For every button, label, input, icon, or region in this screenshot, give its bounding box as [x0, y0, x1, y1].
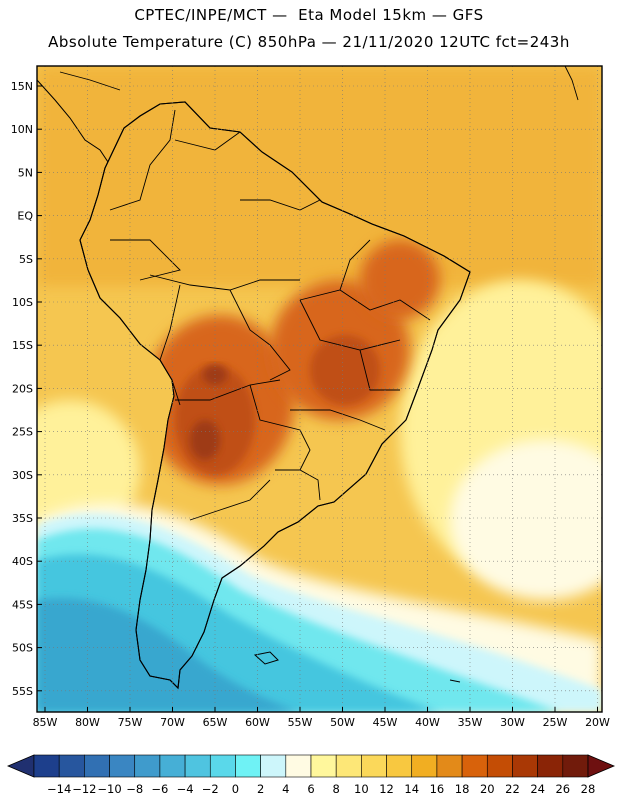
colorbar-label: −2: [202, 782, 219, 796]
lon-tick-label: 45W: [373, 716, 398, 729]
colorbar-label: 0: [232, 782, 239, 796]
lon-tick-label: 75W: [118, 716, 143, 729]
colorbar-label: −12: [72, 782, 96, 796]
colorbar-label: 6: [307, 782, 314, 796]
lat-tick-label: 35S: [12, 512, 33, 525]
lon-tick-label: 65W: [203, 716, 228, 729]
island-outline: [564, 65, 579, 101]
lon-tick-label: 50W: [330, 716, 355, 729]
colorbar-swatch: [386, 754, 413, 778]
colorbar-over-arrow: [587, 754, 616, 778]
lat-tick-label: 15S: [12, 339, 33, 352]
lat-tick-label: 5N: [18, 166, 33, 179]
caribbean-coastline: [59, 71, 121, 91]
lat-tick-label: 45S: [12, 598, 33, 611]
lon-tick-label: 35W: [458, 716, 483, 729]
colorbar-swatch: [58, 754, 85, 778]
lon-tick-label: 55W: [288, 716, 313, 729]
lat-tick-label: 20S: [12, 382, 33, 395]
lon-tick-label: 70W: [160, 716, 185, 729]
lon-tick-label: 30W: [500, 716, 525, 729]
lat-tick-label: EQ: [17, 210, 33, 223]
lat-tick-label: 30S: [12, 469, 33, 482]
colorbar-label: 26: [555, 782, 570, 796]
colorbar-swatch: [84, 754, 110, 778]
lon-tick-label: 60W: [245, 716, 270, 729]
colorbar-swatch: [486, 754, 513, 778]
map-title-line1: CPTEC/INPE/MCT — Eta Model 15km — GFS: [134, 6, 484, 24]
lon-tick-label: 80W: [75, 716, 100, 729]
colorbar-swatch: [335, 754, 362, 778]
lat-tick-label: 50S: [12, 642, 33, 655]
colorbar-label: −14: [47, 782, 71, 796]
colorbar-label: 14: [404, 782, 419, 796]
colorbar-label: 10: [354, 782, 369, 796]
south-georgia: [449, 679, 461, 683]
lat-tick-label: 25S: [12, 426, 33, 439]
colorbar-swatch: [209, 754, 236, 778]
colorbar-label: −8: [126, 782, 143, 796]
colorbar-swatch: [436, 754, 463, 778]
colorbar-label: 24: [530, 782, 545, 796]
colorbar-swatch: [184, 754, 211, 778]
lat-tick-label: 55S: [12, 685, 33, 698]
lat-tick-label: 10S: [12, 296, 33, 309]
lon-tick-label: 25W: [543, 716, 568, 729]
colorbar-label: 18: [455, 782, 470, 796]
colorbar-swatch: [411, 754, 438, 778]
colorbar-label: 8: [333, 782, 340, 796]
lon-tick-label: 85W: [33, 716, 58, 729]
colorbar-swatch: [310, 754, 337, 778]
colorbar: −14 −12 −10 −8 −6 −4 −2 0 2 4 6 8 10 12 14 16 18 20 22 24 26…: [6, 754, 616, 796]
colorbar-swatch: [537, 754, 564, 778]
lon-tick-label: 40W: [415, 716, 440, 729]
lat-tick-label: 40S: [12, 555, 33, 568]
colorbar-label: −4: [177, 782, 194, 796]
map-frame: [36, 65, 603, 713]
colorbar-label: 20: [480, 782, 495, 796]
colorbar-label: −6: [151, 782, 168, 796]
colorbar-swatch: [134, 754, 161, 778]
lat-tick-label: 10N: [11, 123, 33, 136]
lat-tick-label: 5S: [19, 253, 33, 266]
colorbar-label: 22: [505, 782, 520, 796]
temperature-field: [37, 66, 602, 712]
lat-tick-label: 15N: [11, 80, 33, 93]
colorbar-under-arrow: [6, 754, 35, 778]
colorbar-label: 4: [282, 782, 289, 796]
colorbar-label: 12: [379, 782, 394, 796]
colorbar-swatch: [285, 754, 312, 778]
colorbar-label: 2: [257, 782, 264, 796]
map-title-line2: Absolute Temperature (C) 850hPa — 21/11/…: [48, 33, 570, 51]
colorbar-label: −10: [97, 782, 121, 796]
colorbar-label: 28: [581, 782, 596, 796]
colorbar-swatch: [33, 754, 60, 778]
colorbar-swatch: [461, 754, 488, 778]
colorbar-swatch: [159, 754, 186, 778]
colorbar-swatch: [109, 754, 136, 778]
colorbar-swatch: [361, 754, 387, 778]
lon-tick-label: 20W: [585, 716, 610, 729]
colorbar-swatch: [512, 754, 538, 778]
colorbar-label: 16: [430, 782, 445, 796]
colorbar-swatch: [260, 754, 287, 778]
longitude-axis: 85W 80W 75W 70W 65W 60W 55W 50W 45W 40W 35W 30W 25W 2…: [33, 707, 610, 729]
colorbar-swatch: [562, 754, 589, 778]
colorbar-swatch: [235, 754, 261, 778]
falkland-islands: [253, 651, 279, 665]
latitude-axis: 15N 10N 5N EQ 5S 10S 15S 20S 25S 30S 35S 40S 45S 50S 5…: [11, 80, 42, 698]
